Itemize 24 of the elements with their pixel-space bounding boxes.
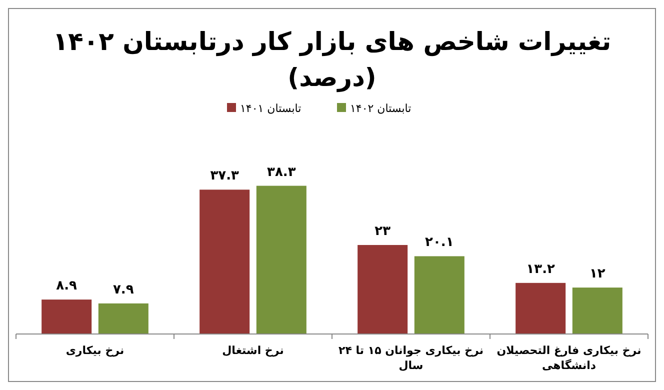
x-tick-label: نرخ اشتغال [222,344,284,357]
data-label: ۳۷.۳ [210,168,240,184]
data-label: ۲۰.۱ [425,235,454,250]
chart-title: تغییرات شاخص های بازار کار درتابستان ۱۴۰۲ [52,27,612,57]
data-label: ۱۲ [589,266,606,282]
bar [572,288,622,334]
bar [414,256,464,334]
data-label: ۷.۹ [113,282,134,298]
bar [256,186,306,334]
data-label: ۸.۹ [56,278,78,294]
legend-label: تابستان ۱۴۰۲ [350,102,412,115]
data-label: ۲۳ [374,224,391,239]
bar [516,282,566,334]
data-label: ۳۸.۳ [267,164,296,180]
x-tick-label: نرخ بیکاری جوانان ۱۵ تا ۲۴ سال [338,344,484,372]
bar [98,303,148,334]
x-tick-label: نرخ بیکاری [66,344,124,357]
legend-label: تابستان ۱۴۰۱ [240,102,302,115]
x-tick-label: نرخ بیکاری فارغ التحصیلان دانشگاهی [496,344,642,372]
data-label: ۱۳.۲ [526,262,556,277]
chart-subtitle: (درصد) [288,63,376,93]
bar [358,244,408,334]
bar [42,300,92,334]
bar [200,190,250,334]
